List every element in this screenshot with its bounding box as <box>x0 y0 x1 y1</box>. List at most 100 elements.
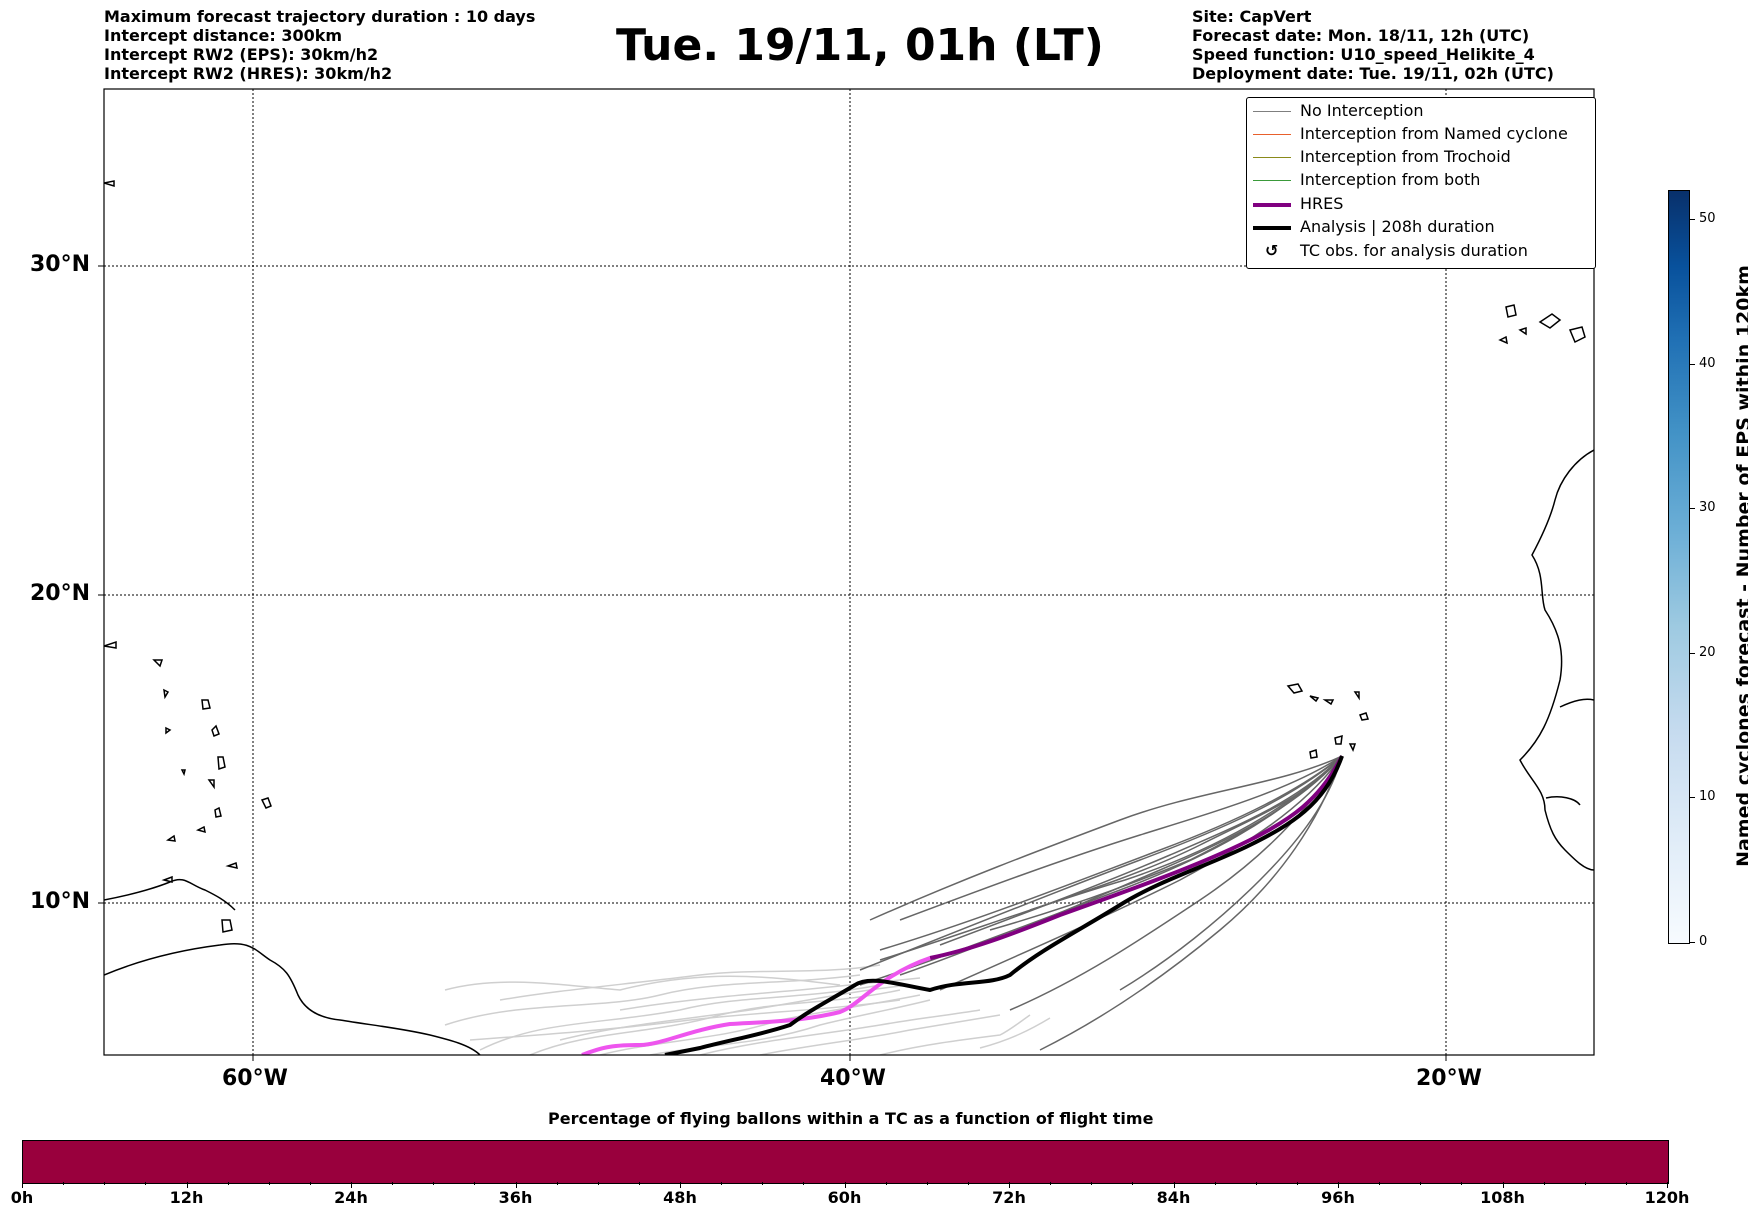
coastline-africa-bulge <box>1559 698 1594 708</box>
trajectory-line <box>1119 755 1343 991</box>
progress-bar-tick <box>145 1182 147 1185</box>
progress-bar-tick <box>104 1182 106 1185</box>
trajectory-line <box>469 999 901 1041</box>
legend-item: ↺ TC obs. for analysis duration <box>1247 241 1595 263</box>
coastline-north-island <box>104 180 115 188</box>
progress-bar-tick <box>1667 1182 1668 1188</box>
progress-bar-tick <box>515 1182 517 1188</box>
progress-bar-tick <box>63 1182 65 1185</box>
legend-label: TC obs. for analysis duration <box>1300 241 1528 260</box>
progress-bar-tick <box>1420 1182 1422 1185</box>
progress-bar-tick <box>186 1182 188 1188</box>
progress-bar-tick <box>885 1182 887 1185</box>
trajectory-line <box>989 755 1343 931</box>
legend-item: Analysis | 208h duration <box>1247 217 1595 239</box>
legend-item: HRES <box>1247 194 1595 216</box>
legend-label: Analysis | 208h duration <box>1300 217 1495 236</box>
coastline-south-america <box>104 943 481 1055</box>
progress-bar-tick <box>1543 1182 1545 1185</box>
progress-bar-tick <box>556 1182 558 1185</box>
trajectory-line <box>899 755 1343 921</box>
progress-bar-tick <box>309 1182 311 1185</box>
progress-bar-tick-label: 48h <box>663 1188 697 1207</box>
progress-bar-tick <box>1502 1182 1504 1188</box>
colorbar-tick <box>1690 219 1695 220</box>
legend-label: HRES <box>1300 194 1344 213</box>
header-right-line: Forecast date: Mon. 18/11, 12h (UTC) <box>1192 26 1530 45</box>
progress-bar-tick-label: 120h <box>1644 1188 1690 1207</box>
progress-bar-tick <box>1009 1182 1010 1188</box>
colorbar-tick <box>1690 508 1695 509</box>
trajectory-line <box>479 984 881 1051</box>
legend-item: Interception from Trochoid <box>1247 147 1595 169</box>
progress-bar-tick-label: 12h <box>169 1188 204 1207</box>
legend-swatch <box>1253 203 1291 207</box>
map-frame <box>103 88 1595 1056</box>
colorbar-tick-label: 0 <box>1699 934 1708 949</box>
trajectory-line <box>759 1014 1001 1055</box>
lon-label: 40°W <box>820 1066 886 1091</box>
progress-bar-tick-label: 96h <box>1321 1188 1355 1207</box>
analysis-trajectory <box>664 755 1344 1055</box>
progress-bar-tick <box>762 1182 764 1185</box>
colorbar-tick-label: 50 <box>1699 211 1716 226</box>
trajectory-line <box>879 755 1343 961</box>
trajectory-line <box>444 974 861 1026</box>
header-left-line: Intercept RW2 (HRES): 30km/h2 <box>104 64 393 83</box>
lat-label: 20°N <box>29 581 90 606</box>
lon-label: 60°W <box>222 1066 288 1091</box>
progress-bar-tick <box>1255 1182 1257 1185</box>
trajectory-line <box>939 755 1343 991</box>
progress-bar-tick <box>433 1182 435 1185</box>
progress-bar <box>22 1140 1669 1184</box>
progress-bar-tick <box>721 1182 723 1185</box>
lon-label: 20°W <box>1416 1066 1482 1091</box>
progress-bar-tick <box>1296 1182 1298 1185</box>
trajectory-line <box>939 755 1343 946</box>
legend-label: Interception from Trochoid <box>1300 147 1511 166</box>
colorbar-tick-label: 10 <box>1699 789 1716 804</box>
colorbar-tick-label: 20 <box>1699 645 1716 660</box>
colorbar-tick <box>1690 364 1695 365</box>
legend-swatch <box>1253 226 1291 230</box>
hres-trajectory-recent <box>929 755 1344 960</box>
progress-bar-tick-label: 36h <box>498 1188 533 1207</box>
trajectory-line <box>699 1009 981 1055</box>
colorbar-tick <box>1690 942 1695 943</box>
legend-swatch <box>1253 180 1291 181</box>
coastline-africa-coast2 <box>1545 796 1581 806</box>
trajectory-line <box>879 1014 1031 1055</box>
header-right-line: Deployment date: Tue. 19/11, 02h (UTC) <box>1192 64 1554 83</box>
coastline-africa <box>1519 449 1594 871</box>
progress-bar-tick <box>1050 1182 1052 1185</box>
header-right-line: Speed function: U10_speed_Helikite_4 <box>1192 45 1535 64</box>
progress-bar-tick <box>268 1182 270 1185</box>
legend-item: Interception from both <box>1247 170 1595 192</box>
trajectory-line <box>499 964 881 1001</box>
progress-bar-tick <box>1461 1182 1463 1185</box>
header-left-line: Maximum forecast trajectory duration : 1… <box>104 7 536 26</box>
progress-bar-title: Percentage of flying ballons within a TC… <box>548 1109 1154 1128</box>
header-left-line: Intercept distance: 300km <box>104 26 343 45</box>
progress-bar-tick <box>803 1182 805 1185</box>
gridlines <box>104 89 1594 1055</box>
progress-bar-tick-label: 84h <box>1156 1188 1191 1207</box>
coastline-canary <box>1498 304 1586 345</box>
header-left-line: Intercept RW2 (EPS): 30km/h2 <box>104 45 379 64</box>
legend-label: Interception from both <box>1300 170 1481 189</box>
coastline-trinidad <box>221 919 233 933</box>
trajectory-line <box>1039 755 1343 1051</box>
trajectory-line <box>529 989 901 1055</box>
colorbar-tick <box>1690 653 1695 654</box>
progress-bar-tick <box>1338 1182 1339 1188</box>
progress-bar-tick <box>227 1182 229 1185</box>
progress-bar-tick <box>638 1182 640 1185</box>
legend: No Interception Interception from Named … <box>1246 97 1596 269</box>
trajectory-line <box>859 755 1343 971</box>
trajectory-line <box>869 755 1343 921</box>
axis-ticks <box>98 265 1447 1061</box>
trajectory-line <box>1009 755 1343 1011</box>
legend-swatch <box>1253 134 1291 135</box>
progress-bar-tick <box>1214 1182 1216 1185</box>
progress-bar-tick-label: 108h <box>1480 1188 1525 1207</box>
